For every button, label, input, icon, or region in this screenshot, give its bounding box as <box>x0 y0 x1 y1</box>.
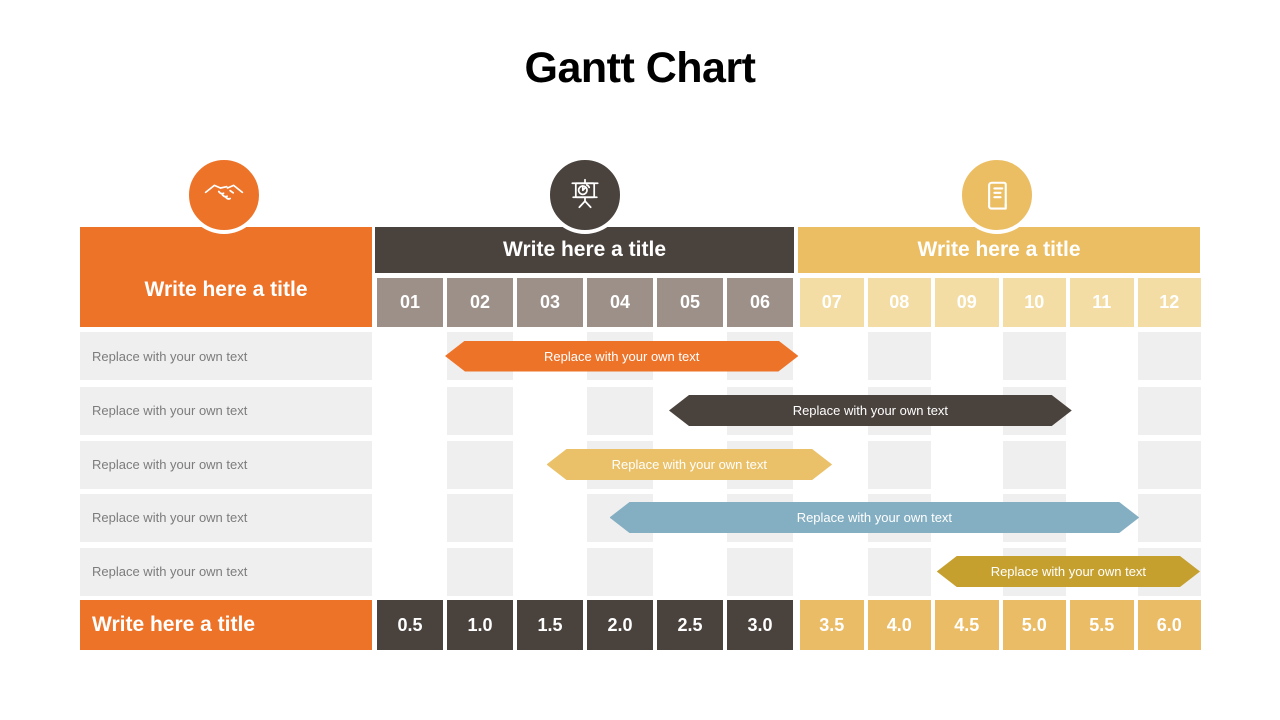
handshake-badge <box>185 156 263 234</box>
presentation-icon <box>571 178 599 209</box>
task-label-cell: Replace with your own text <box>80 493 372 542</box>
grid-stripe-cell <box>867 547 931 596</box>
group2-header-title: Write here a title <box>917 238 1081 261</box>
book-badge <box>958 156 1036 234</box>
grid-stripe-cell <box>1137 493 1201 542</box>
grid-stripe-cell <box>447 440 513 489</box>
grid-stripe-cell <box>727 547 793 596</box>
footer-value-cell: 6.0 <box>1137 600 1201 650</box>
task-label-cell: Replace with your own text <box>80 386 372 435</box>
grid-stripe-cell <box>447 547 513 596</box>
grid-stripe-cell <box>1002 440 1066 489</box>
task-label-cell: Replace with your own text <box>80 547 372 596</box>
footer-value-cell: 2.5 <box>657 600 723 650</box>
month-cell: 06 <box>727 278 793 327</box>
presentation-badge <box>546 156 624 234</box>
footer-value-cell: 3.0 <box>727 600 793 650</box>
footer-value-cell: 4.5 <box>935 600 999 650</box>
month-cell: 01 <box>377 278 443 327</box>
handshake-icon <box>204 184 244 200</box>
grid-stripe-cell <box>1137 386 1201 435</box>
footer-value-cell: 1.0 <box>447 600 513 650</box>
grid-stripe-cell <box>447 493 513 542</box>
footer-value-cell: 1.5 <box>517 600 583 650</box>
month-cell: 10 <box>1002 278 1066 327</box>
month-cell: 02 <box>447 278 513 327</box>
month-cell: 07 <box>800 278 864 327</box>
footer-value-cell: 2.0 <box>587 600 653 650</box>
group2-header-cell: Write here a title <box>798 227 1200 273</box>
gantt-bar: Replace with your own text <box>445 341 798 372</box>
footer-value-cell: 5.5 <box>1070 600 1134 650</box>
month-cell: 08 <box>867 278 931 327</box>
month-cell: 03 <box>517 278 583 327</box>
group1-header-cell: Write here a title <box>375 227 794 273</box>
grid-stripe-cell <box>1002 332 1066 380</box>
grid-stripe-cell <box>867 332 931 380</box>
task-label-cell: Replace with your own text <box>80 440 372 489</box>
gantt-bar: Replace with your own text <box>669 395 1072 426</box>
grid-stripe-cell <box>587 386 653 435</box>
task-label-cell: Replace with your own text <box>80 332 372 380</box>
month-cell: 12 <box>1137 278 1201 327</box>
footer-title: Write here a title <box>92 613 255 636</box>
book-icon <box>988 181 1007 210</box>
left-header-title: Write here a title <box>144 278 308 301</box>
grid-stripe-cell <box>1137 440 1201 489</box>
grid-stripe-cell <box>587 547 653 596</box>
grid-stripe-cell <box>867 440 931 489</box>
footer-value-cell: 3.5 <box>800 600 864 650</box>
left-header-cell: Write here a title <box>80 227 372 327</box>
gantt-bar: Replace with your own text <box>547 449 833 480</box>
gantt-bar: Replace with your own text <box>937 556 1200 587</box>
footer-title-cell: Write here a title <box>80 600 372 650</box>
month-cell: 04 <box>587 278 653 327</box>
month-cell: 11 <box>1070 278 1134 327</box>
gantt-table: Write here a title Write here a title Wr… <box>80 227 1201 650</box>
month-cell: 09 <box>935 278 999 327</box>
grid-stripe-cell <box>447 386 513 435</box>
footer-value-cell: 5.0 <box>1002 600 1066 650</box>
grid-stripe-cell <box>1137 332 1201 380</box>
month-cell: 05 <box>657 278 723 327</box>
group1-header-title: Write here a title <box>503 238 666 261</box>
footer-value-cell: 4.0 <box>867 600 931 650</box>
footer-value-cell: 0.5 <box>377 600 443 650</box>
gantt-bar: Replace with your own text <box>610 502 1140 533</box>
page-title: Gantt Chart <box>524 44 757 92</box>
